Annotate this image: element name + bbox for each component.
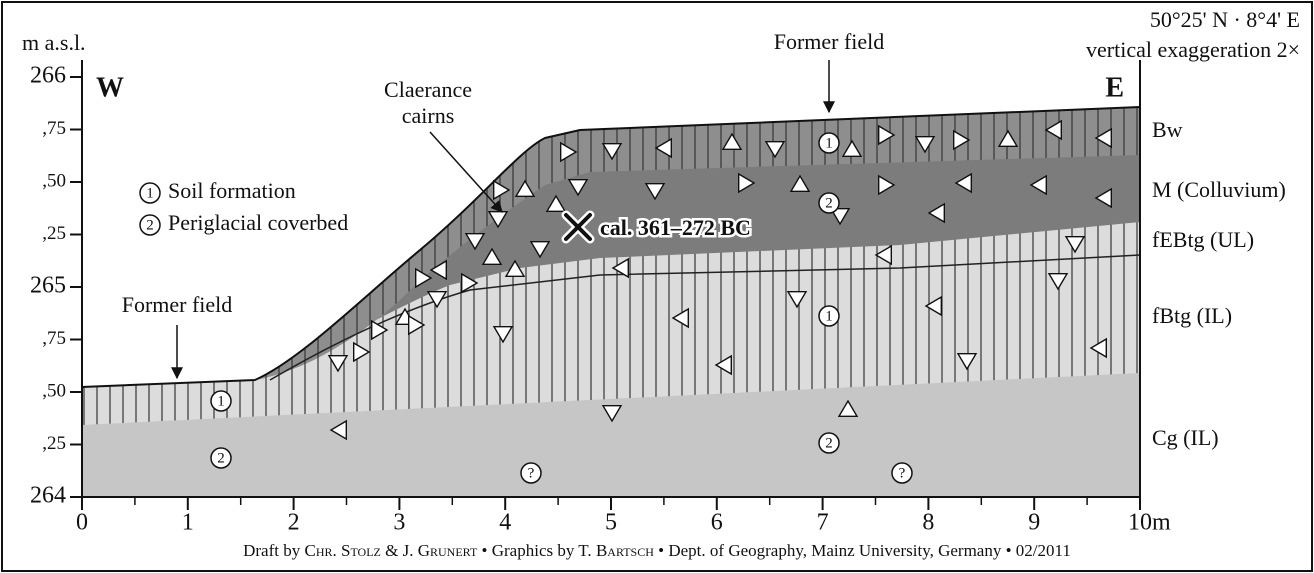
coords: 50°25' N · 8°4' E (1150, 7, 1300, 32)
y-tick-label: ,50 (42, 170, 66, 191)
layer-label: fEBtg (UL) (1152, 227, 1254, 252)
exaggeration: vertical exaggeration 2× (1086, 37, 1300, 62)
east-label: E (1105, 72, 1124, 103)
credit-part: Draft by (243, 541, 304, 560)
marker-label: 2 (217, 450, 225, 466)
y-axis-label: m a.s.l. (22, 30, 86, 55)
marker-label: 1 (825, 135, 833, 151)
y-tick-label: ,75 (42, 118, 66, 139)
y-tick-label: ,50 (42, 380, 66, 401)
legend: 1 Soil formation 2 Periglacial coverbed (140, 178, 348, 235)
x-tick-label: 1 (182, 510, 194, 536)
marker-label: ? (899, 465, 906, 481)
y-tick-label: ,25 (42, 223, 66, 244)
x-tick-label: 8 (922, 510, 934, 536)
former-field-right: Former field (774, 29, 885, 54)
y-tick-label: 266 (30, 63, 66, 89)
west-label: W (96, 72, 124, 103)
y-tick-label: ,25 (42, 433, 66, 454)
y-tick-label: 264 (30, 483, 66, 509)
x-tick-label: 9 (1028, 510, 1040, 536)
layer-label: M (Colluvium) (1152, 177, 1286, 202)
credit-part: • Graphics by T. (477, 541, 596, 560)
cairns-label: Claerance (384, 77, 472, 102)
x-tick-label: 5 (605, 510, 617, 536)
arrow (430, 132, 502, 212)
legend-text: Soil formation (168, 178, 296, 203)
x-tick-label: 2 (288, 510, 300, 536)
cairns-label: cairns (402, 103, 455, 128)
marker-label: 1 (217, 393, 225, 409)
credit-part: Grunert (418, 541, 478, 560)
marker-label: 1 (146, 185, 154, 201)
x-tick-label: 4 (499, 510, 511, 536)
legend-text: Periglacial coverbed (168, 210, 348, 235)
y-tick-label: 265 (30, 273, 66, 299)
layers (82, 107, 1140, 497)
y-tick-label: ,75 (42, 328, 66, 349)
layer-label: fBtg (IL) (1152, 303, 1232, 328)
marker-label: 2 (146, 217, 154, 233)
marker-label: 2 (825, 435, 833, 451)
layer-labels: Bw M (Colluvium) fEBtg (UL) fBtg (IL) Cg (IL… (1152, 117, 1286, 450)
dating-label: cal. 361–272 BC (600, 215, 751, 240)
x-tick-label: 7 (817, 510, 829, 536)
layer-label: Bw (1152, 117, 1183, 142)
credit-part: • Dept. of Geography, Mainz University, … (654, 541, 1071, 560)
layer-label: Cg (IL) (1152, 425, 1219, 450)
credit-part: Bartsch (596, 541, 654, 560)
cross-section: m a.s.l. 50°25' N · 8°4' E vertical exag… (0, 0, 1314, 573)
credit-part: Chr. Stolz (304, 541, 380, 560)
credit: Draft by Chr. Stolz & J. Grunert • Graph… (243, 541, 1071, 560)
x-tick-label: 10 (1128, 510, 1152, 536)
marker-label: 1 (825, 308, 833, 324)
credit-part: & J. (381, 541, 418, 560)
marker-label: 2 (825, 195, 833, 211)
x-tick-label: 0 (76, 510, 88, 536)
x-tick-label: 3 (393, 510, 405, 536)
former-field-left: Former field (122, 292, 233, 317)
marker-label: ? (528, 465, 535, 481)
x-tick-label: 6 (711, 510, 723, 536)
x-unit: m (1152, 510, 1171, 536)
